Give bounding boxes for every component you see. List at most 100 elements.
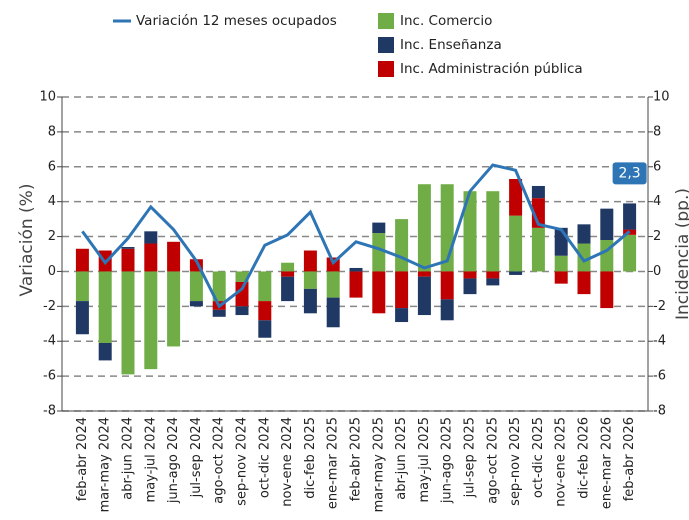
x-tick-label: ene-mar 2025 bbox=[326, 417, 341, 509]
bar bbox=[144, 243, 158, 272]
bar bbox=[509, 271, 523, 275]
y2-tick-label: 8 bbox=[653, 124, 661, 139]
bar bbox=[75, 301, 89, 335]
bar bbox=[121, 247, 135, 249]
y-tick-label: 10 bbox=[39, 90, 56, 105]
bar bbox=[167, 241, 181, 272]
y-tick-label: 2 bbox=[48, 229, 56, 244]
y-tick-label: -4 bbox=[43, 334, 56, 349]
bar bbox=[121, 248, 135, 272]
x-tick-label: sep-nov 2024 bbox=[235, 417, 250, 506]
y-tick-label: 4 bbox=[48, 194, 56, 209]
legend-label: Inc. Enseñanza bbox=[400, 37, 502, 53]
y2-tick-label: -6 bbox=[653, 369, 666, 384]
bar bbox=[600, 208, 614, 241]
y2-tick-label: -4 bbox=[653, 334, 666, 349]
bar bbox=[395, 271, 409, 309]
x-tick-label: may-jul 2024 bbox=[143, 417, 158, 502]
y-tick-label: 8 bbox=[48, 124, 56, 139]
bar bbox=[303, 271, 317, 289]
bar bbox=[531, 185, 545, 199]
data-label-box bbox=[612, 162, 647, 185]
bar bbox=[98, 342, 112, 361]
bar bbox=[326, 297, 340, 328]
bar bbox=[554, 255, 568, 272]
bar bbox=[463, 191, 477, 272]
bar bbox=[486, 271, 500, 279]
bar bbox=[623, 234, 637, 272]
legend-label: Inc. Administración pública bbox=[400, 61, 583, 77]
x-tick-label: oct-dic 2024 bbox=[257, 417, 272, 498]
bar bbox=[98, 271, 112, 343]
bar bbox=[554, 271, 568, 284]
bar bbox=[531, 227, 545, 272]
x-tick-label: may-jul 2025 bbox=[417, 417, 432, 502]
bar bbox=[440, 299, 454, 321]
y2-axis-title: Incidencia (pp.) bbox=[673, 188, 689, 320]
bar bbox=[372, 222, 386, 234]
data-label-text: 2,3 bbox=[618, 165, 640, 181]
x-tick-label: nov-ene 2024 bbox=[280, 417, 295, 507]
bar bbox=[235, 271, 249, 282]
bar bbox=[463, 271, 477, 279]
legend-swatch bbox=[378, 61, 394, 77]
bar bbox=[167, 271, 181, 347]
bar bbox=[303, 250, 317, 272]
bar bbox=[212, 309, 226, 317]
bar bbox=[75, 271, 89, 302]
y2-tick-label: 2 bbox=[653, 229, 661, 244]
bar bbox=[600, 271, 614, 309]
bar bbox=[303, 288, 317, 314]
bar bbox=[577, 224, 591, 244]
x-tick-label: abr-jun 2024 bbox=[121, 417, 136, 500]
y2-tick-label: -8 bbox=[653, 404, 666, 419]
bar bbox=[372, 233, 386, 272]
bar bbox=[281, 271, 295, 277]
y2-tick-label: 4 bbox=[653, 194, 661, 209]
bar bbox=[258, 320, 272, 338]
bar bbox=[577, 271, 591, 295]
bar bbox=[235, 306, 249, 316]
bar bbox=[189, 271, 203, 302]
x-tick-label: ago-oct 2025 bbox=[485, 417, 500, 504]
bar bbox=[144, 231, 158, 244]
bar bbox=[235, 281, 249, 307]
bar bbox=[395, 219, 409, 272]
bar bbox=[258, 271, 272, 302]
x-tick-label: jun-ago 2025 bbox=[440, 417, 455, 504]
bar bbox=[212, 271, 226, 302]
bar bbox=[509, 215, 523, 272]
bar bbox=[417, 276, 431, 316]
bar bbox=[509, 178, 523, 216]
y-tick-label: 0 bbox=[48, 264, 56, 279]
bar bbox=[75, 248, 89, 272]
x-tick-label: feb-abr 2025 bbox=[349, 417, 364, 501]
x-tick-label: jul-sep 2024 bbox=[189, 417, 204, 498]
y2-tick-label: 10 bbox=[653, 90, 670, 105]
y2-tick-label: 0 bbox=[653, 264, 661, 279]
bar bbox=[395, 308, 409, 323]
x-tick-label: feb-abr 2024 bbox=[75, 417, 90, 501]
x-tick-label: ago-oct 2024 bbox=[212, 417, 227, 504]
y-tick-label: -8 bbox=[43, 404, 56, 419]
legend-swatch bbox=[378, 37, 394, 53]
bar bbox=[463, 278, 477, 295]
x-tick-label: feb-abr 2026 bbox=[622, 417, 637, 501]
x-tick-label: dic-feb 2025 bbox=[303, 417, 318, 499]
line bbox=[81, 163, 631, 309]
y-axis-title: Variación (%) bbox=[17, 184, 37, 297]
bar bbox=[144, 271, 158, 370]
x-tick-label: nov-ene 2025 bbox=[554, 417, 569, 507]
bar bbox=[623, 203, 637, 230]
x-tick-label: sep-nov 2025 bbox=[508, 417, 523, 506]
bar bbox=[486, 278, 500, 286]
x-tick-label: jul-sep 2025 bbox=[463, 417, 478, 498]
y-tick-label: 6 bbox=[48, 159, 56, 174]
bar bbox=[486, 191, 500, 272]
y-tick-label: -2 bbox=[43, 299, 56, 314]
bar bbox=[326, 271, 340, 298]
y-tick-label: -6 bbox=[43, 369, 56, 384]
bar bbox=[281, 262, 295, 272]
bar bbox=[417, 184, 431, 272]
